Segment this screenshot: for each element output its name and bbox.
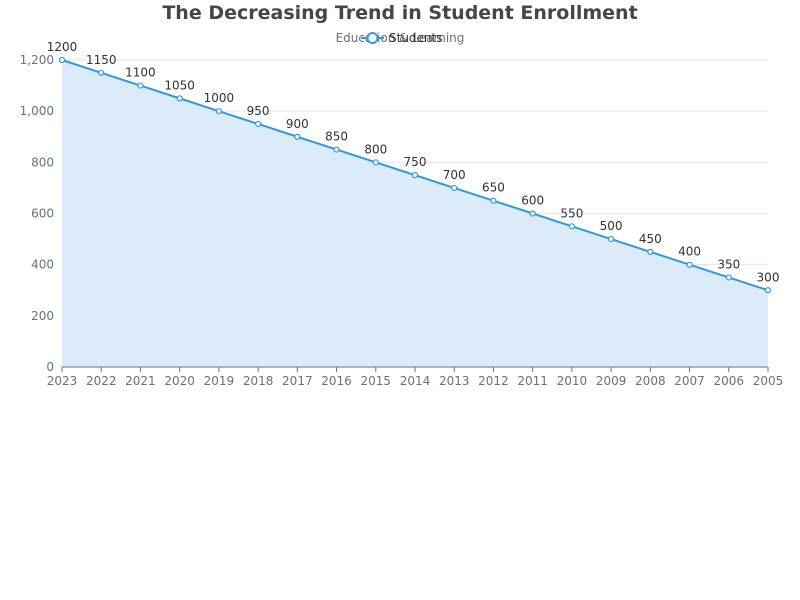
legend-marker-icon [366, 32, 379, 44]
data-point[interactable] [294, 133, 301, 140]
y-tick-label: 0 [46, 360, 54, 374]
y-tick-label: 1,200 [20, 53, 54, 67]
data-label: 450 [639, 232, 662, 246]
x-tick-label: 2008 [635, 374, 666, 388]
data-point[interactable] [255, 120, 262, 128]
x-tick-label: 2007 [674, 374, 705, 388]
y-tick-label: 1,000 [20, 104, 54, 118]
x-tick-label: 2009 [596, 374, 627, 388]
data-label: 650 [482, 181, 505, 195]
data-point[interactable] [764, 287, 772, 294]
x-tick-label: 2014 [400, 374, 431, 388]
data-label: 350 [717, 257, 740, 271]
chart-title: The Decreasing Trend in Student Enrollme… [162, 2, 637, 24]
x-tick-label: 2019 [204, 374, 235, 388]
data-point[interactable] [725, 274, 732, 281]
data-point[interactable] [411, 172, 419, 179]
data-label: 900 [286, 117, 309, 131]
axes: 0 200 400 600 800 1,000 1,200 2023 2022 2021 2020 2… [20, 53, 784, 388]
data-label: 750 [404, 155, 427, 169]
data-point[interactable] [98, 69, 105, 76]
data-point[interactable] [58, 56, 66, 64]
y-tick-label: 600 [31, 207, 54, 221]
x-tick-label: 2013 [439, 374, 470, 388]
data-label: 1000 [204, 91, 235, 105]
data-labels: 1200 1150 1100 1050 1000 950 900 850 800 750 700 65… [47, 40, 780, 284]
data-point[interactable] [568, 223, 575, 230]
x-tick-label: 2022 [86, 374, 117, 388]
data-point[interactable] [490, 197, 497, 204]
x-tick-label: 2020 [164, 374, 195, 388]
x-tick-label: 2016 [321, 374, 352, 388]
legend[interactable]: Students [361, 31, 443, 45]
x-tick-label: 2012 [478, 374, 509, 388]
x-tick-label: 2021 [125, 374, 156, 388]
data-label: 500 [600, 219, 623, 233]
data-point[interactable] [137, 82, 144, 89]
data-label: 950 [247, 104, 270, 118]
data-point[interactable] [529, 210, 536, 217]
data-label: 700 [443, 168, 466, 182]
data-label: 850 [325, 130, 348, 144]
x-tick-label: 2006 [714, 374, 745, 388]
x-tick-label: 2015 [361, 374, 392, 388]
data-point[interactable] [608, 235, 615, 243]
data-point[interactable] [372, 159, 379, 166]
data-label: 1050 [164, 78, 195, 92]
data-label: 1100 [125, 66, 156, 80]
data-label: 1150 [86, 53, 117, 67]
x-tick-label: 2005 [753, 374, 784, 388]
series-points [58, 56, 772, 294]
data-point[interactable] [176, 95, 183, 102]
x-tick-label: 2010 [557, 374, 588, 388]
data-point[interactable] [686, 261, 693, 268]
data-label: 400 [678, 245, 701, 259]
x-tick-label: 2011 [517, 374, 548, 388]
data-label: 300 [757, 270, 780, 284]
x-tick-label: 2018 [243, 374, 274, 388]
y-tick-label: 400 [31, 258, 54, 272]
data-point[interactable] [647, 248, 654, 255]
y-tick-label: 200 [31, 309, 54, 323]
x-tick-label: 2017 [282, 374, 313, 388]
data-label: 600 [521, 194, 544, 208]
data-point[interactable] [215, 108, 222, 115]
data-point[interactable] [451, 184, 458, 192]
data-point[interactable] [333, 146, 340, 153]
area-fill [62, 60, 768, 367]
data-label: 1200 [47, 40, 78, 54]
data-label: 800 [364, 142, 387, 156]
data-label: 550 [560, 206, 583, 220]
y-tick-label: 800 [31, 155, 54, 169]
legend-label: Students [389, 31, 443, 45]
x-tick-label: 2023 [47, 374, 78, 388]
